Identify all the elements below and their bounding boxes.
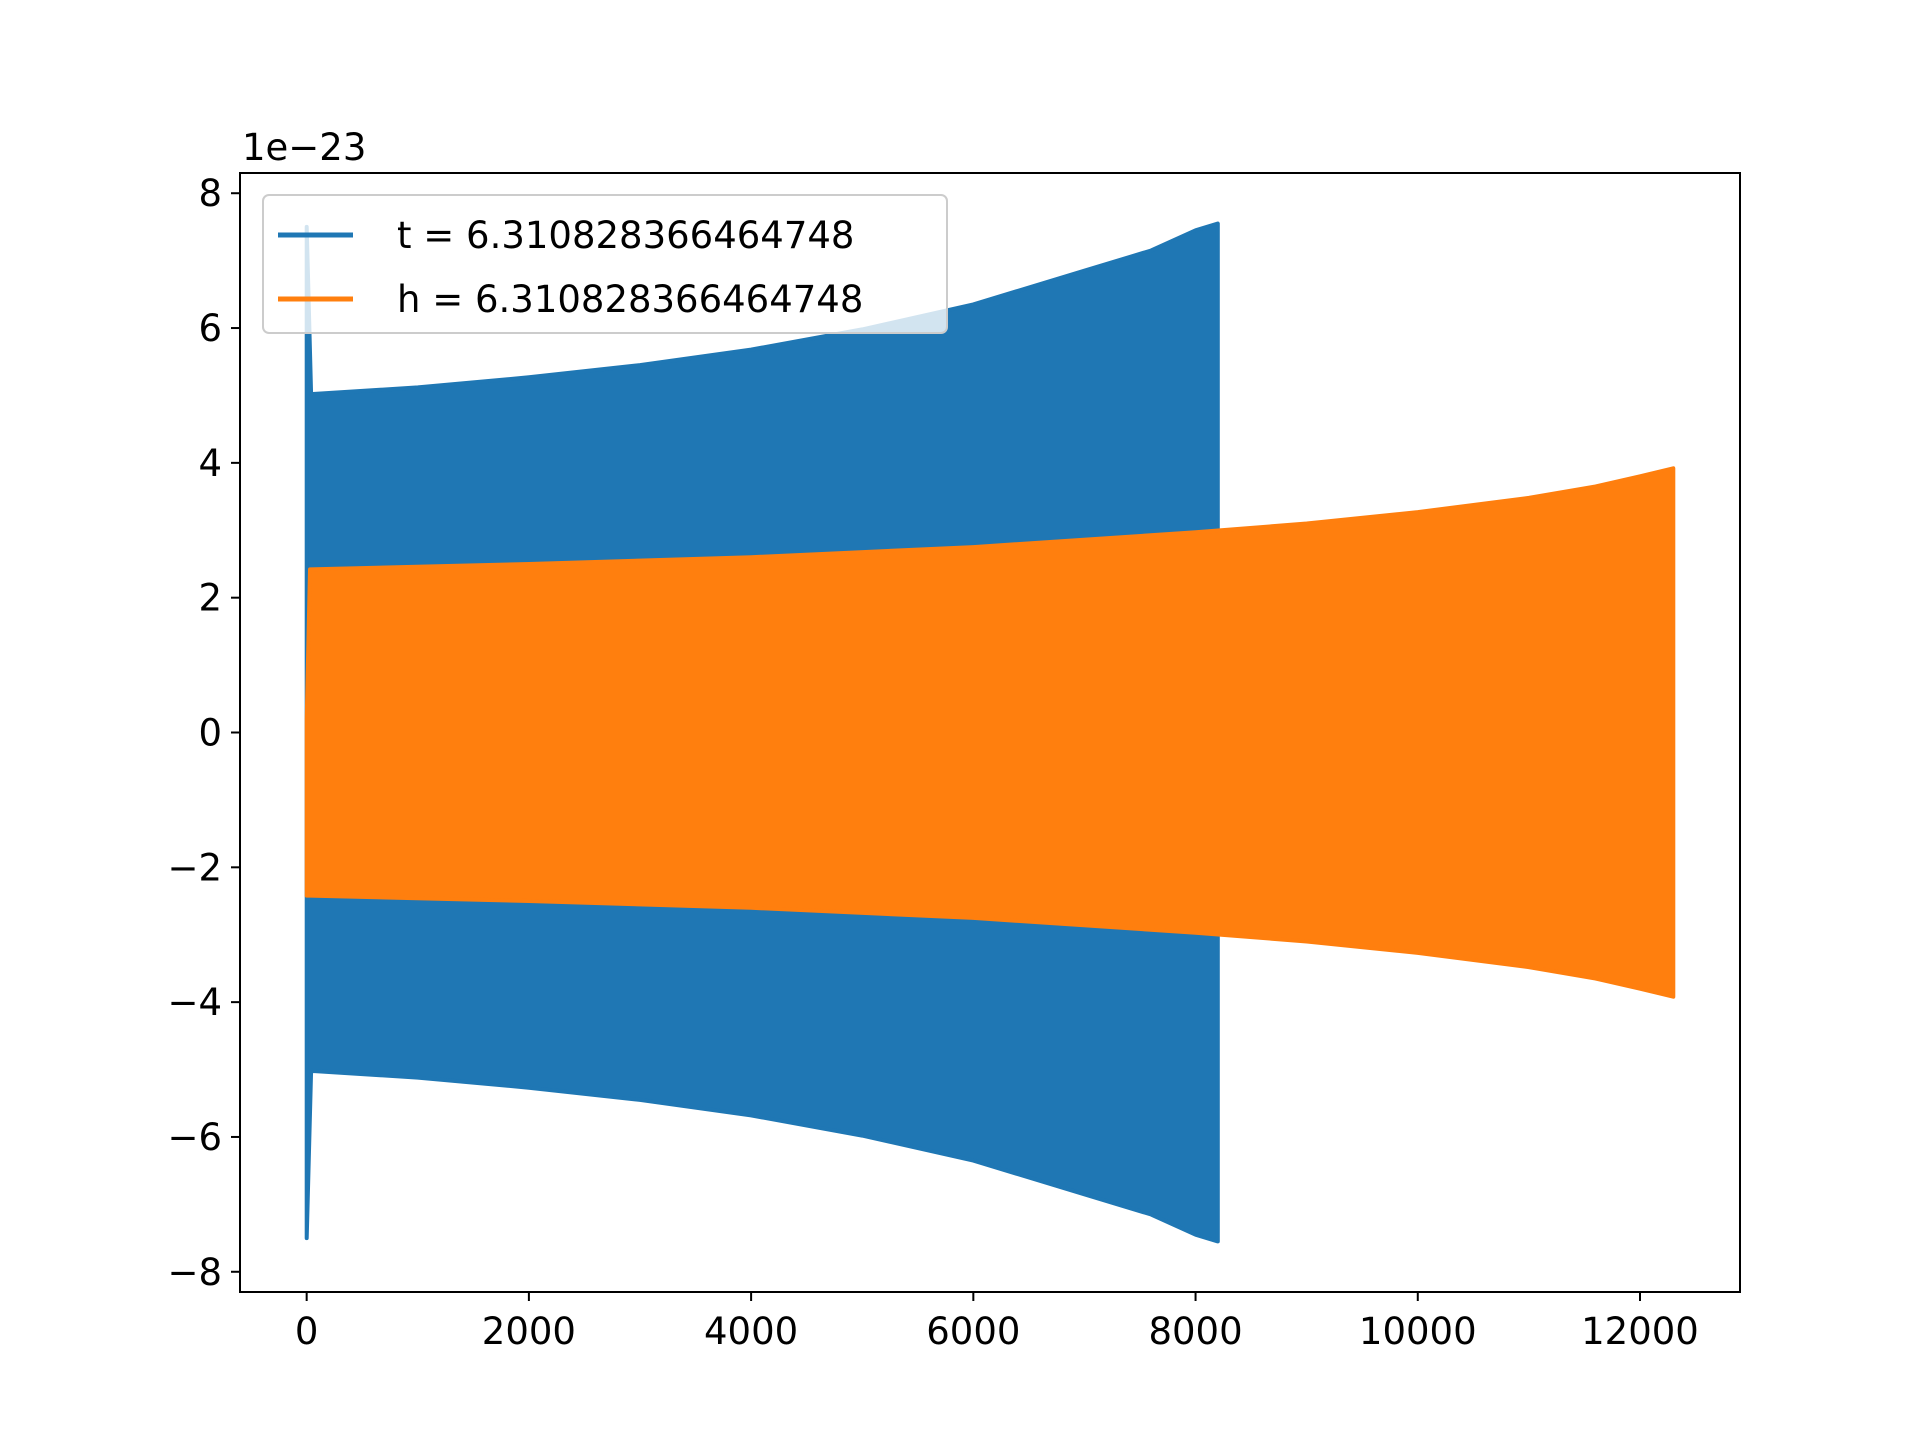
y-tick-label: −8	[167, 1251, 222, 1294]
legend-box	[262, 194, 948, 334]
x-tick-label: 6000	[926, 1310, 1020, 1353]
y-tick-label: 6	[198, 307, 222, 350]
y-tick-label: −6	[167, 1116, 222, 1159]
x-axis: 0 2000 4000 6000 8000 10000 12000	[295, 1292, 1699, 1353]
y-axis-offset-text: 1e−23	[242, 126, 366, 169]
legend-label-2: h = 6.310828366464748	[397, 278, 863, 321]
x-tick-label: 8000	[1148, 1310, 1242, 1353]
y-tick-label: −4	[167, 981, 222, 1024]
series-layer	[304, 221, 1676, 1244]
y-tick-label: 8	[198, 172, 222, 215]
x-tick-label: 2000	[482, 1310, 576, 1353]
legend: t = 6.310828366464748 h = 6.3108283664647…	[262, 194, 948, 334]
series-2-area	[304, 466, 1676, 999]
x-tick-label: 10000	[1359, 1310, 1477, 1353]
y-tick-label: −2	[167, 846, 222, 889]
x-tick-label: 4000	[704, 1310, 798, 1353]
legend-label-1: t = 6.310828366464748	[397, 214, 854, 257]
y-tick-label: 0	[198, 712, 222, 755]
y-axis: −8 −6 −4 −2 0 2 4 6 8	[167, 172, 240, 1294]
x-tick-label: 0	[295, 1310, 319, 1353]
y-tick-label: 2	[198, 577, 222, 620]
x-tick-label: 12000	[1581, 1310, 1699, 1353]
y-tick-label: 4	[198, 442, 222, 485]
